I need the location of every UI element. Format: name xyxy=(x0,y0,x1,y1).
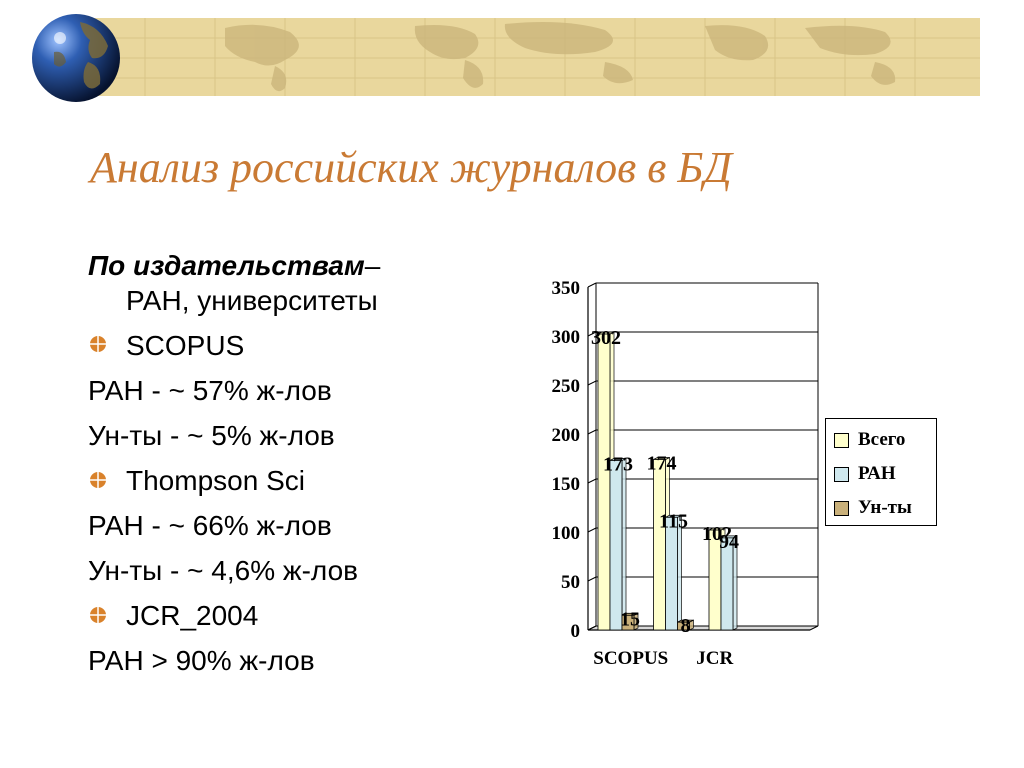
legend-label: Ун-ты xyxy=(858,497,912,518)
world-map-decoration xyxy=(85,18,980,96)
gridline-depth xyxy=(587,282,597,288)
legend-swatch xyxy=(834,467,849,482)
chart-legend: Всего РАН Ун-ты xyxy=(825,418,937,526)
y-tick-label: 200 xyxy=(552,425,581,446)
bar xyxy=(597,333,611,631)
publishers-heading-text: По издательствам xyxy=(88,250,365,281)
scopus-un-share: Ун-ты - ~ 5% ж-лов xyxy=(88,420,335,451)
jcr-label: JCR_2004 xyxy=(126,600,259,631)
bullet-icon xyxy=(90,336,106,352)
publishers-heading-dash: – xyxy=(364,250,381,281)
bar-chart: 0501001502002503003503021741021731159415… xyxy=(552,278,819,669)
legend-label: РАН xyxy=(858,463,896,484)
gridline-depth xyxy=(587,527,597,533)
y-tick-label: 0 xyxy=(571,621,581,642)
data-label: 94 xyxy=(719,531,739,553)
y-tick-label: 350 xyxy=(552,278,581,299)
bar-side xyxy=(621,457,627,631)
publishers-heading: По издательствам– xyxy=(88,250,380,282)
bar xyxy=(653,459,666,631)
bar xyxy=(609,460,623,631)
bar xyxy=(677,621,690,631)
gridline-depth xyxy=(587,625,597,631)
bar xyxy=(720,537,734,631)
y-tick-label: 150 xyxy=(552,474,581,495)
publishers-list: РАН, университеты xyxy=(126,285,378,316)
thompson-un-share: Ун-ты - ~ 4,6% ж-лов xyxy=(88,555,359,586)
thompson-ran-share: РАН - ~ 66% ж-лов xyxy=(88,510,332,541)
data-label: 8 xyxy=(681,615,691,637)
gridline-depth xyxy=(587,331,597,337)
bar xyxy=(621,614,635,631)
legend-swatch xyxy=(834,501,849,516)
bullet-icon xyxy=(90,472,106,488)
bar-side xyxy=(677,514,682,631)
jcr-ran-share: РАН > 90% ж-лов xyxy=(88,645,315,676)
data-label: 302 xyxy=(591,327,621,349)
gridline-depth xyxy=(587,478,597,484)
x-tick-label: SCOPUS xyxy=(593,648,668,669)
y-tick-label: 50 xyxy=(561,572,580,593)
x-tick-label: JCR xyxy=(696,648,733,669)
slide-title: Анализ российских журналов в БД xyxy=(90,143,732,192)
data-label: 15 xyxy=(620,608,640,630)
gridline-depth xyxy=(587,380,597,386)
legend-label: Всего xyxy=(858,429,906,450)
gridline-depth xyxy=(587,429,597,435)
scopus-label: SCOPUS xyxy=(126,330,245,361)
data-label: 115 xyxy=(659,510,688,532)
globe-icon xyxy=(32,14,120,102)
gridline-depth xyxy=(587,576,597,582)
bullet-icon xyxy=(90,607,106,623)
legend-swatch xyxy=(834,433,849,448)
bar xyxy=(665,516,678,631)
data-label: 173 xyxy=(603,453,633,475)
y-tick-label: 250 xyxy=(552,376,581,397)
y-tick-label: 100 xyxy=(552,523,581,544)
scopus-ran-share: РАН - ~ 57% ж-лов xyxy=(88,375,332,406)
thompson-label: Thompson Sci xyxy=(126,465,305,496)
y-tick-label: 300 xyxy=(552,327,581,348)
header-map-band xyxy=(85,18,980,96)
data-label: 174 xyxy=(647,452,677,474)
